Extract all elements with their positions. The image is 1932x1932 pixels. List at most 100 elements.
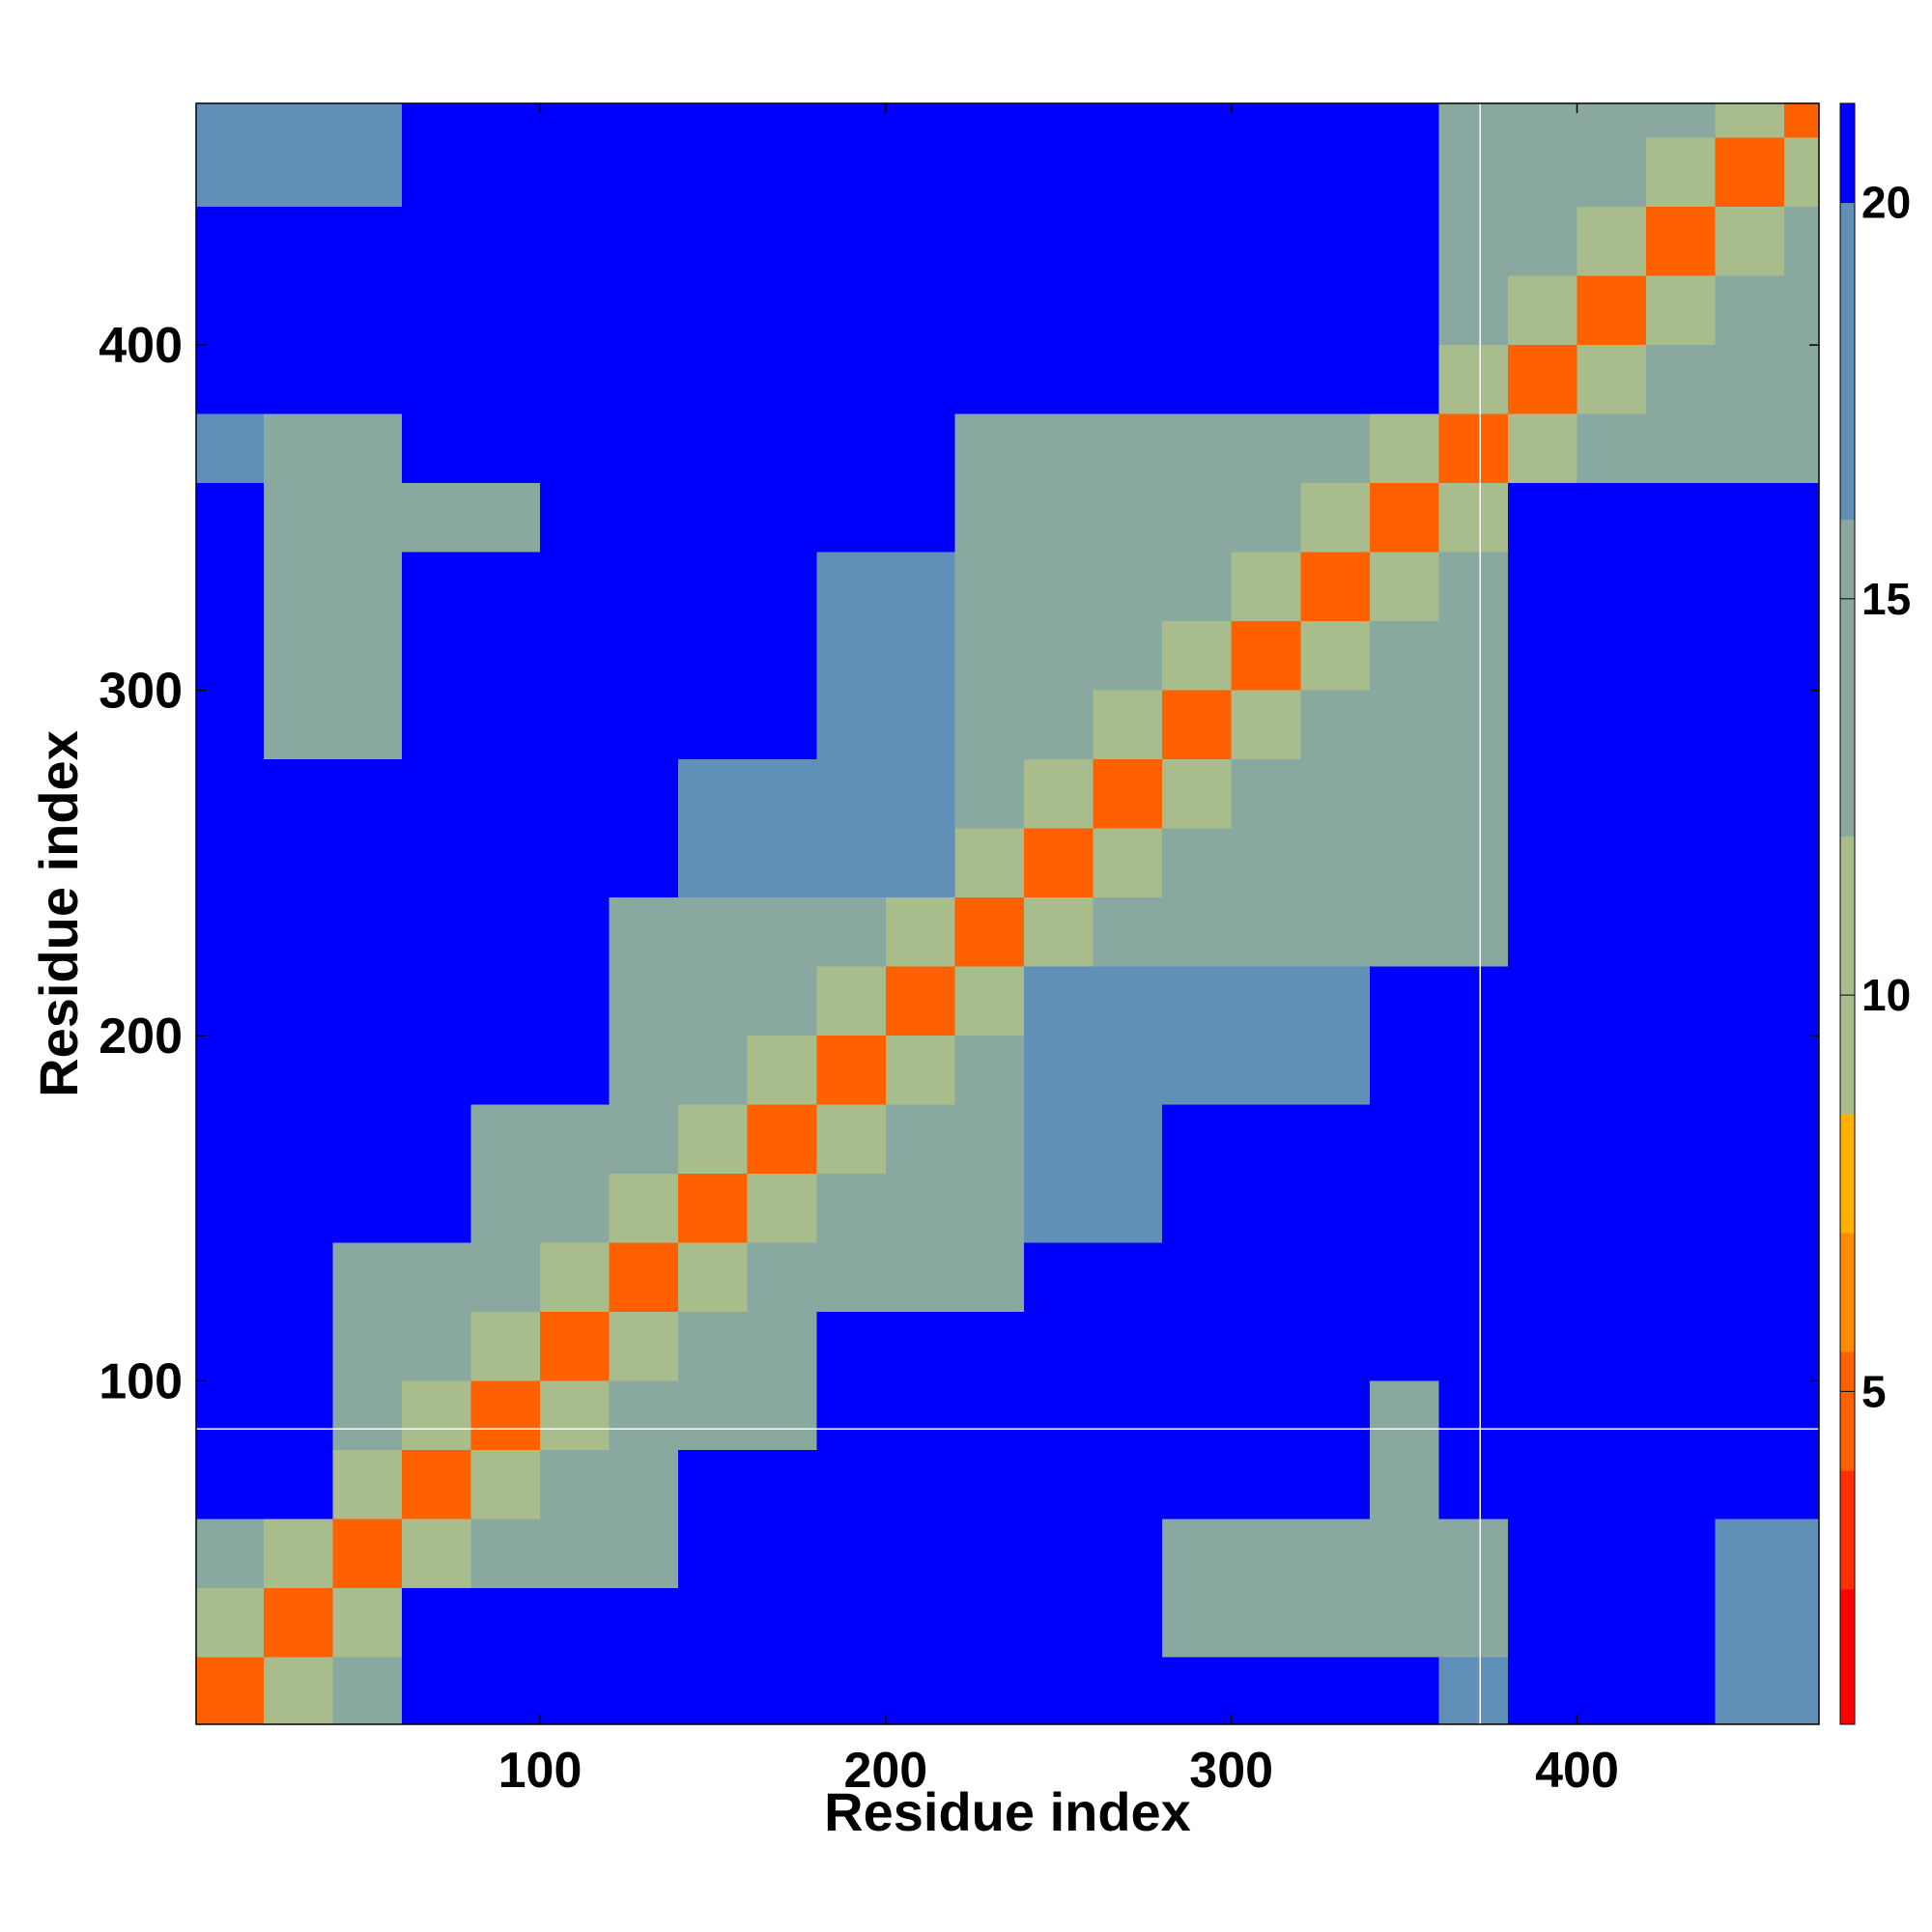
- cell: [1369, 759, 1439, 829]
- cell: [540, 137, 610, 208]
- cell: [1023, 1173, 1094, 1243]
- x-axis-label: Residue index: [824, 1781, 1191, 1842]
- cell: [332, 275, 402, 346]
- colorbar-tick-label: 10: [1861, 970, 1911, 1020]
- cell: [954, 1311, 1024, 1381]
- cell: [263, 1380, 333, 1450]
- cell: [196, 207, 264, 276]
- cell: [196, 1035, 264, 1105]
- cell: [196, 483, 264, 553]
- cell: [1507, 1173, 1577, 1243]
- cell: [954, 103, 1024, 138]
- cell: [1162, 690, 1232, 760]
- cell: [1369, 1242, 1439, 1312]
- cell: [1646, 552, 1716, 622]
- cell: [1369, 1173, 1439, 1243]
- cell: [1507, 1587, 1577, 1658]
- cell: [609, 1519, 679, 1588]
- cell: [609, 103, 679, 138]
- cell: [470, 413, 541, 484]
- cell: [1646, 1311, 1716, 1381]
- cell: [816, 207, 886, 276]
- cell: [470, 1311, 541, 1381]
- cell: [1369, 828, 1439, 898]
- cell: [609, 483, 679, 553]
- cell: [1507, 1380, 1577, 1450]
- cell: [1438, 345, 1508, 414]
- cell: [1507, 413, 1577, 484]
- cell: [1438, 552, 1508, 622]
- cell: [332, 966, 402, 1036]
- cell: [1646, 1657, 1716, 1724]
- cell: [196, 621, 264, 691]
- cell: [1231, 1657, 1301, 1724]
- cell: [401, 966, 471, 1036]
- cell: [1231, 1519, 1301, 1588]
- cell: [1715, 966, 1785, 1036]
- cell: [1715, 345, 1785, 414]
- cell: [1646, 275, 1716, 346]
- cell: [540, 1587, 610, 1658]
- cell: [954, 1242, 1024, 1312]
- cell: [1369, 1587, 1439, 1658]
- cell: [470, 1519, 541, 1588]
- cell: [196, 1104, 264, 1174]
- cell: [1231, 1311, 1301, 1381]
- cell: [1715, 1519, 1785, 1588]
- cell: [1507, 1657, 1577, 1724]
- cell: [1369, 897, 1439, 967]
- cell: [540, 828, 610, 898]
- x-tick-label: 100: [498, 1743, 582, 1799]
- cell: [747, 1449, 817, 1520]
- cell: [1369, 207, 1439, 276]
- cell: [954, 966, 1024, 1036]
- cell: [609, 275, 679, 346]
- cell: [954, 483, 1024, 553]
- cell: [1715, 413, 1785, 484]
- cell: [1023, 1311, 1094, 1381]
- cell: [1023, 1519, 1094, 1588]
- cell: [816, 966, 886, 1036]
- cell: [816, 103, 886, 138]
- cell: [1369, 413, 1439, 484]
- cell: [1093, 828, 1163, 898]
- cell: [1231, 1104, 1301, 1174]
- cell: [747, 897, 817, 967]
- cell: [1646, 483, 1716, 553]
- cell: [1646, 345, 1716, 414]
- cell: [678, 1104, 748, 1174]
- cell: [1577, 966, 1647, 1036]
- cell: [540, 690, 610, 760]
- cell: [1231, 413, 1301, 484]
- cell: [609, 1173, 679, 1243]
- cell: [1715, 1587, 1785, 1658]
- cell: [540, 103, 610, 138]
- cell: [1023, 207, 1094, 276]
- colorbar-tick-label: 20: [1861, 178, 1911, 228]
- cell: [196, 1657, 264, 1724]
- cell: [1784, 966, 1819, 1036]
- x-tick-label: 400: [1535, 1743, 1619, 1799]
- cell: [954, 1035, 1024, 1105]
- cell: [1093, 897, 1163, 967]
- cell: [1369, 1311, 1439, 1381]
- cell: [1162, 966, 1232, 1036]
- cell: [885, 1311, 955, 1381]
- cell: [1162, 137, 1232, 208]
- cell: [1646, 1242, 1716, 1312]
- cell: [1784, 1311, 1819, 1381]
- cell: [747, 413, 817, 484]
- cell: [1023, 1104, 1094, 1174]
- cell: [885, 1657, 955, 1724]
- cell: [1093, 275, 1163, 346]
- cell: [1646, 1104, 1716, 1174]
- cell: [1300, 1242, 1370, 1312]
- cell: [1507, 207, 1577, 276]
- cell: [196, 1519, 264, 1588]
- cell: [816, 1519, 886, 1588]
- cell: [1300, 207, 1370, 276]
- cell: [1577, 621, 1647, 691]
- cell: [1162, 1173, 1232, 1243]
- cell: [196, 1242, 264, 1312]
- colorbar-tick-label: 15: [1861, 574, 1911, 624]
